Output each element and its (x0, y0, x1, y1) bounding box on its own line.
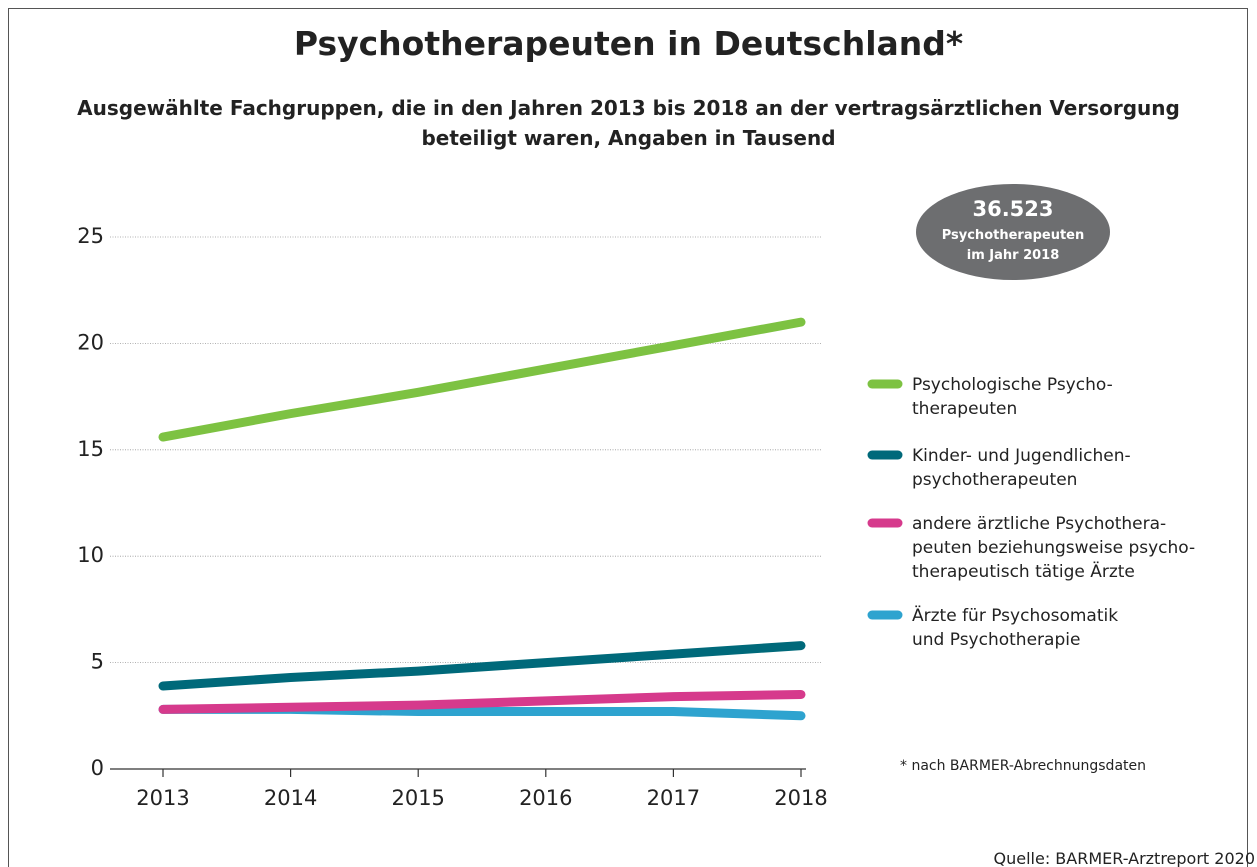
footnote: * nach BARMER-Abrechnungsdaten (900, 758, 1146, 774)
annotation-value: 36.523 (972, 197, 1054, 221)
y-tick-label: 0 (91, 756, 104, 780)
series-line (158, 690, 806, 714)
y-tick-label: 15 (77, 437, 104, 461)
x-tick-label: 2018 (774, 786, 827, 810)
series-line (158, 317, 806, 442)
x-tick-label: 2013 (136, 786, 189, 810)
annotation-text: Psychotherapeuten im Jahr 2018 (941, 228, 1085, 263)
x-tick-label: 2014 (264, 786, 317, 810)
annotation-bubble (916, 184, 1110, 280)
legend-label: Kinder- und Jugendlichen- psychotherapeu… (912, 446, 1131, 490)
y-tick-label: 5 (91, 650, 104, 674)
series-line (158, 641, 806, 691)
x-tick-label: 2016 (519, 786, 572, 810)
chart-title: Psychotherapeuten in Deutschland* (293, 24, 964, 63)
x-tick-label: 2017 (647, 786, 700, 810)
x-tick-label: 2015 (391, 786, 444, 810)
source: Quelle: BARMER-Arztreport 2020 (993, 849, 1256, 867)
frame (8, 8, 1248, 867)
legend-label: Psychologische Psycho- therapeuten (912, 375, 1113, 419)
legend-label: Ärzte für Psychosomatik und Psychotherap… (912, 606, 1119, 650)
y-tick-label: 20 (77, 330, 104, 354)
y-tick-label: 25 (77, 224, 104, 248)
chart-subtitle: Ausgewählte Fachgruppen, die in den Jahr… (77, 96, 1180, 150)
y-tick-label: 10 (77, 543, 104, 567)
legend-label: andere ärztliche Psychothera- peuten bez… (912, 514, 1196, 582)
